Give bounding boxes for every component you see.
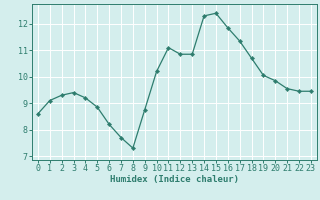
X-axis label: Humidex (Indice chaleur): Humidex (Indice chaleur)	[110, 175, 239, 184]
